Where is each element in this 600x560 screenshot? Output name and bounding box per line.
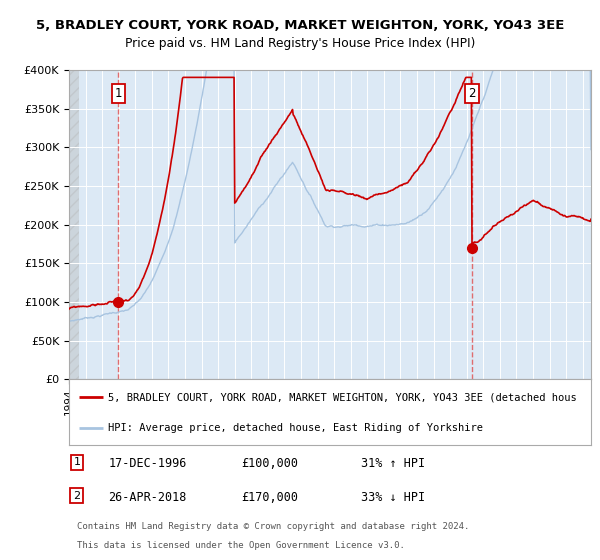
Text: £100,000: £100,000 — [241, 458, 298, 470]
Text: 17-DEC-1996: 17-DEC-1996 — [108, 458, 187, 470]
Text: 5, BRADLEY COURT, YORK ROAD, MARKET WEIGHTON, YORK, YO43 3EE (detached hous: 5, BRADLEY COURT, YORK ROAD, MARKET WEIG… — [108, 393, 577, 403]
Text: HPI: Average price, detached house, East Riding of Yorkshire: HPI: Average price, detached house, East… — [108, 423, 483, 433]
Text: 31% ↑ HPI: 31% ↑ HPI — [361, 458, 425, 470]
Text: This data is licensed under the Open Government Licence v3.0.: This data is licensed under the Open Gov… — [77, 541, 405, 550]
Text: 2: 2 — [468, 87, 476, 100]
Text: Contains HM Land Registry data © Crown copyright and database right 2024.: Contains HM Land Registry data © Crown c… — [77, 521, 469, 531]
Text: 5, BRADLEY COURT, YORK ROAD, MARKET WEIGHTON, YORK, YO43 3EE: 5, BRADLEY COURT, YORK ROAD, MARKET WEIG… — [36, 18, 564, 32]
Text: 1: 1 — [73, 458, 80, 468]
Text: Price paid vs. HM Land Registry's House Price Index (HPI): Price paid vs. HM Land Registry's House … — [125, 37, 475, 50]
Text: 33% ↓ HPI: 33% ↓ HPI — [361, 491, 425, 503]
Text: 26-APR-2018: 26-APR-2018 — [108, 491, 187, 503]
Text: 1: 1 — [115, 87, 122, 100]
Text: £170,000: £170,000 — [241, 491, 298, 503]
Text: 2: 2 — [73, 491, 80, 501]
Bar — [69, 70, 79, 379]
